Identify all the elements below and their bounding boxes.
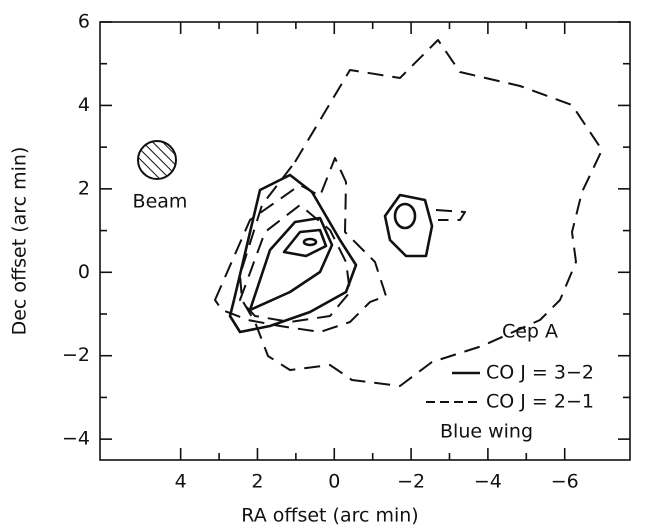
contour-3-2 (383, 193, 434, 258)
x-tick-label: −2 (397, 471, 425, 493)
legend-entry: CO J = 3−2 (486, 362, 594, 384)
beam (137, 140, 177, 180)
x-tick-label: −6 (551, 471, 579, 493)
contours (214, 39, 603, 387)
y-axis-label: Dec offset (arc min) (9, 147, 31, 336)
note: Blue wing (440, 421, 533, 443)
source-label: Cep A (502, 321, 558, 343)
y-tick-label: −2 (62, 344, 90, 366)
contour-2-1 (239, 39, 603, 387)
y-tick-label: −4 (62, 428, 90, 450)
contour-3-2 (393, 202, 417, 230)
beam-label: Beam (133, 191, 188, 213)
contour-3-2 (302, 237, 318, 247)
contour-3-2 (282, 228, 328, 258)
y-tick-label: 4 (78, 94, 90, 116)
y-tick-label: 2 (78, 177, 90, 199)
y-tick-label: 6 (78, 11, 90, 33)
x-tick-label: −4 (474, 471, 502, 493)
contour-2-1 (239, 204, 351, 323)
contour-3-2 (248, 216, 334, 312)
legend-entry: CO J = 2−1 (486, 391, 594, 413)
plot-frame (99, 21, 631, 461)
x-tick-label: 0 (328, 471, 340, 493)
x-tick-label: 2 (251, 471, 263, 493)
contour-3-2 (228, 173, 358, 334)
y-tick-label: 0 (78, 261, 90, 283)
x-tick-label: 4 (175, 471, 187, 493)
contour-2-1 (435, 209, 466, 221)
x-axis-label: RA offset (arc min) (241, 505, 418, 527)
